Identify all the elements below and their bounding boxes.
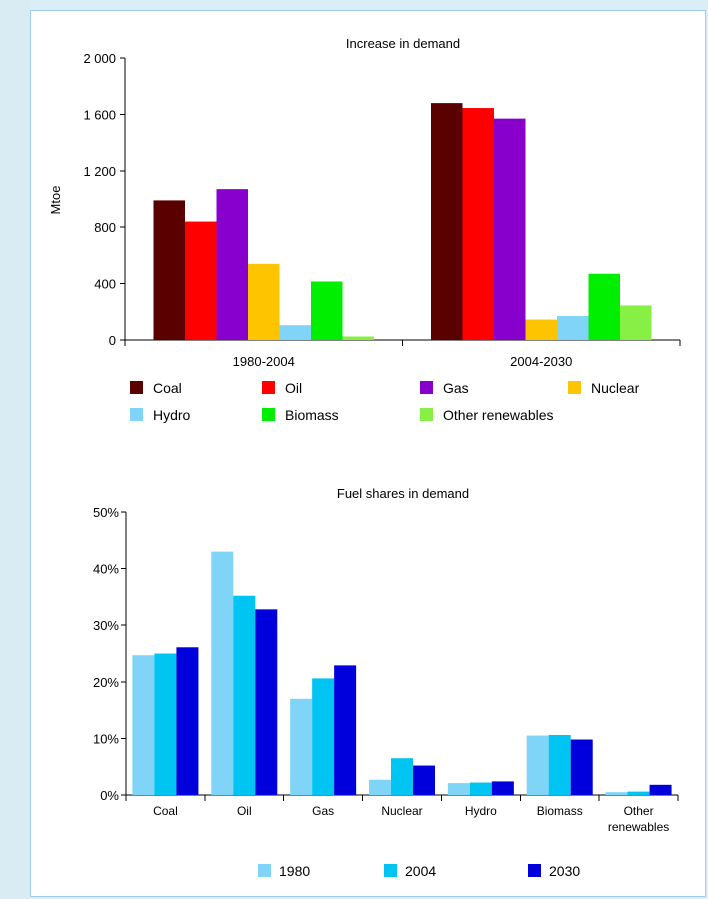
bar-oil-1980-2004 bbox=[185, 221, 217, 340]
bar-gas-2004 bbox=[312, 678, 335, 795]
legend-label: 2004 bbox=[405, 863, 436, 879]
legend-swatch bbox=[420, 408, 433, 421]
y-tick-label: 30% bbox=[93, 618, 119, 633]
bar-biomass-1980-2004 bbox=[311, 281, 343, 340]
legend-swatch bbox=[528, 864, 541, 877]
legend-swatch bbox=[262, 408, 275, 421]
legend-swatch bbox=[130, 381, 143, 394]
bar-hydro-1980 bbox=[447, 783, 470, 795]
page-margin bbox=[0, 0, 30, 899]
y-tick-label: 20% bbox=[93, 675, 119, 690]
bar-biomass-2004-2030 bbox=[588, 273, 620, 340]
bar-gas-1980 bbox=[290, 698, 313, 795]
legend-label: Oil bbox=[285, 380, 302, 396]
bar-oil-2030 bbox=[255, 609, 278, 795]
bar-coal-1980 bbox=[132, 655, 155, 795]
x-category-label: 1980-2004 bbox=[233, 354, 295, 369]
y-tick-label: 50% bbox=[93, 505, 119, 520]
legend-label: Gas bbox=[443, 380, 469, 396]
bar-other-renewables-1980 bbox=[605, 792, 628, 795]
bar-coal-1980-2004 bbox=[153, 200, 185, 340]
bar-biomass-2030 bbox=[570, 739, 593, 795]
bar-oil-1980 bbox=[211, 551, 234, 795]
x-category-label: Nuclear bbox=[381, 804, 422, 818]
legend-swatch bbox=[130, 408, 143, 421]
x-category-label: Hydro bbox=[465, 804, 497, 818]
legend-label: Biomass bbox=[285, 407, 339, 423]
chart-title: Increase in demand bbox=[346, 36, 460, 51]
x-category-label: Coal bbox=[153, 804, 178, 818]
legend-label: 2030 bbox=[549, 863, 580, 879]
bar-coal-2030 bbox=[176, 647, 199, 795]
legend-label: Other renewables bbox=[443, 407, 554, 423]
legend-label: 1980 bbox=[279, 863, 310, 879]
legend-swatch bbox=[384, 864, 397, 877]
legend-swatch bbox=[258, 864, 271, 877]
bar-biomass-1980 bbox=[526, 735, 549, 795]
y-axis-label: Mtoe bbox=[48, 186, 63, 215]
chart-fuel-shares: Fuel shares in demand 0% 10% 20% 30% 40% 50% Co… bbox=[93, 486, 679, 879]
x-category-label: Other renewables bbox=[608, 804, 669, 834]
y-tick-label: 800 bbox=[94, 220, 116, 235]
bar-coal-2004 bbox=[154, 653, 177, 795]
y-tick-label: 2 000 bbox=[83, 51, 116, 66]
bar-nuclear-1980-2004 bbox=[248, 263, 280, 340]
x-category-label: Oil bbox=[237, 804, 252, 818]
x-category-label: Biomass bbox=[537, 804, 583, 818]
legend-swatch bbox=[420, 381, 433, 394]
x-category-label: 2004-2030 bbox=[510, 354, 572, 369]
bar-hydro-2030 bbox=[491, 781, 514, 795]
y-tick-label: 400 bbox=[94, 277, 116, 292]
bar-oil-2004-2030 bbox=[462, 108, 494, 341]
legend-label: Nuclear bbox=[591, 380, 640, 396]
bar-nuclear-2004-2030 bbox=[525, 319, 557, 340]
y-tick-label: 40% bbox=[93, 562, 119, 577]
bar-other-renewables-2004-2030 bbox=[620, 305, 652, 340]
chart-increase-in-demand: Increase in demand Mtoe 0 400 800 1 200 1 600 2… bbox=[48, 36, 681, 423]
bar-nuclear-2030 bbox=[413, 765, 435, 795]
bar-other-renewables-2004 bbox=[627, 791, 650, 795]
y-tick-label: 10% bbox=[93, 731, 119, 746]
bar-other-renewables-2030 bbox=[649, 784, 672, 795]
bar-nuclear-2004 bbox=[391, 758, 413, 795]
legend-label: Coal bbox=[153, 380, 182, 396]
legend-swatch bbox=[568, 381, 581, 394]
bar-hydro-1980-2004 bbox=[279, 325, 311, 340]
bar-hydro-2004 bbox=[469, 782, 492, 795]
bar-other-renewables-1980-2004 bbox=[342, 336, 374, 340]
chart-title: Fuel shares in demand bbox=[337, 486, 469, 501]
bar-biomass-2004 bbox=[548, 735, 571, 795]
bar-coal-2004-2030 bbox=[431, 103, 463, 341]
bar-oil-2004 bbox=[233, 595, 256, 795]
x-category-label: Gas bbox=[312, 804, 334, 818]
y-tick-label: 1 600 bbox=[83, 107, 116, 122]
y-tick-label: 0 bbox=[109, 333, 116, 348]
bar-gas-1980-2004 bbox=[216, 189, 248, 340]
legend-swatch bbox=[262, 381, 275, 394]
legend-label: Hydro bbox=[153, 407, 191, 423]
y-tick-label: 0% bbox=[100, 788, 119, 803]
bar-gas-2004-2030 bbox=[494, 118, 526, 340]
bar-nuclear-1980 bbox=[369, 779, 391, 795]
y-tick-label: 1 200 bbox=[83, 164, 116, 179]
bar-hydro-2004-2030 bbox=[557, 316, 589, 340]
bar-gas-2030 bbox=[334, 665, 357, 795]
